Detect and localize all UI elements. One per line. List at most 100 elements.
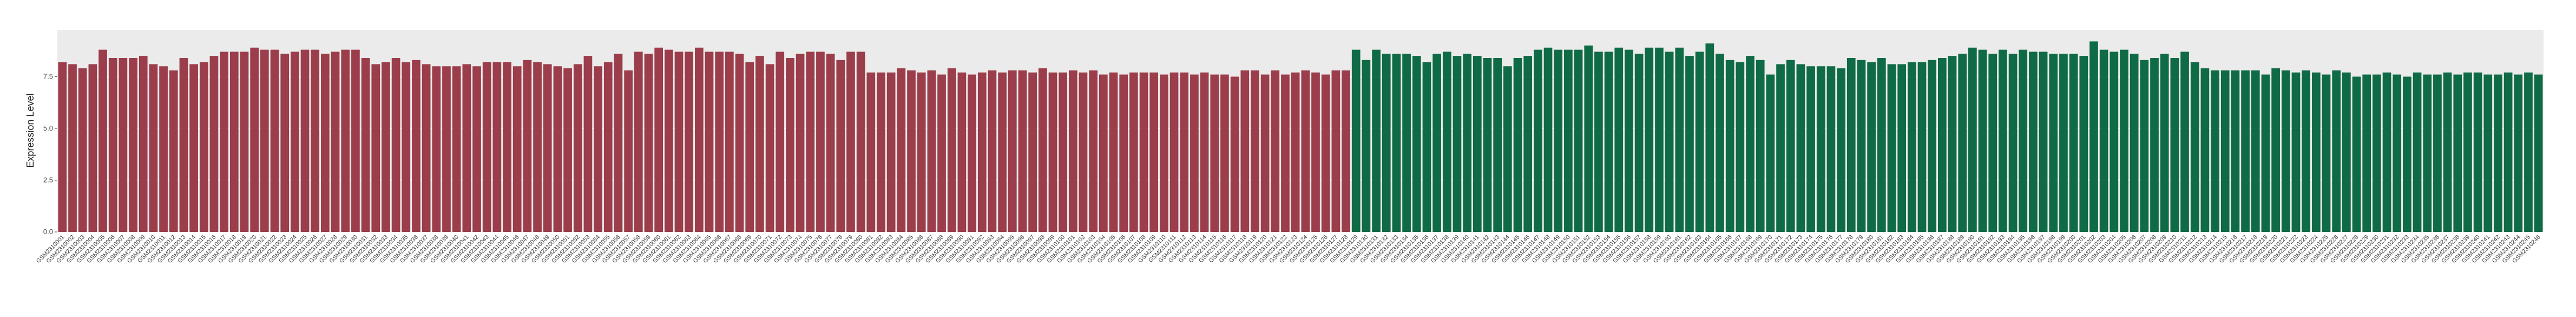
bar: [998, 72, 1007, 232]
bar: [1372, 49, 1381, 232]
bar: [1048, 72, 1057, 232]
bar: [2251, 70, 2260, 232]
bar: [2322, 74, 2331, 232]
bar: [1625, 49, 1633, 232]
bar: [2514, 74, 2523, 232]
bar: [603, 62, 613, 232]
bar: [2099, 49, 2108, 232]
bar: [1281, 74, 1290, 232]
bar: [119, 57, 128, 232]
bar: [2220, 70, 2230, 232]
bar: [1059, 72, 1067, 232]
bar: [1251, 70, 1259, 232]
bar: [149, 64, 158, 232]
bar: [2342, 72, 2351, 232]
bar: [512, 66, 522, 232]
bar: [725, 51, 734, 232]
bar: [1554, 49, 1563, 232]
bar: [2473, 72, 2482, 232]
y-tick-label: 7.5: [43, 72, 53, 80]
bar: [917, 72, 926, 232]
bar: [2130, 54, 2139, 232]
bar: [1453, 56, 1462, 232]
bar: [482, 62, 491, 232]
bar: [796, 54, 805, 232]
bar: [1665, 51, 1674, 232]
bar: [2413, 72, 2422, 232]
bar: [1968, 47, 1977, 232]
bar: [786, 57, 794, 232]
bar: [1149, 72, 1159, 232]
bar: [2140, 60, 2149, 232]
bar: [664, 49, 673, 232]
bar: [1160, 74, 1168, 232]
bar: [2352, 76, 2361, 232]
bar: [260, 49, 269, 232]
bar: [220, 51, 228, 232]
bar: [1260, 74, 1270, 232]
bar: [1948, 56, 1957, 232]
bar: [2332, 70, 2341, 232]
bar: [291, 51, 299, 232]
bar: [1321, 74, 1330, 232]
bar: [452, 66, 461, 232]
bar: [947, 68, 956, 232]
bar: [1877, 57, 1886, 232]
bar: [1432, 54, 1441, 232]
bar: [2160, 54, 2169, 232]
bar: [1725, 60, 1734, 232]
bar: [674, 51, 684, 232]
bar: [1867, 62, 1876, 232]
bar: [2120, 49, 2128, 232]
bar: [2534, 74, 2543, 232]
bar: [169, 70, 178, 232]
bar: [2373, 74, 2381, 232]
bar: [88, 64, 97, 232]
bar: [1200, 72, 1209, 232]
bar: [1442, 51, 1451, 232]
bar: [391, 57, 400, 232]
bar: [2453, 74, 2462, 232]
bar: [1928, 60, 1937, 232]
bar: [1574, 49, 1583, 232]
bar: [382, 62, 390, 232]
bar: [1382, 54, 1391, 232]
bar: [897, 68, 906, 232]
bar: [877, 72, 885, 232]
bar: [2393, 74, 2402, 232]
bar: [1614, 47, 1624, 232]
bar: [1675, 47, 1684, 232]
bar: [432, 66, 441, 232]
bar: [331, 51, 340, 232]
bar: [2170, 57, 2179, 232]
bar: [715, 51, 724, 232]
bar: [412, 60, 420, 232]
bar: [1564, 49, 1573, 232]
bar: [2180, 51, 2189, 232]
bar: [1837, 68, 1845, 232]
bar: [2150, 57, 2159, 232]
bar: [98, 49, 107, 232]
bar: [543, 64, 552, 232]
bar: [1816, 66, 1825, 232]
bar: [1068, 70, 1077, 232]
bar: [1655, 47, 1664, 232]
bar: [2483, 74, 2493, 232]
bar: [1736, 62, 1745, 232]
bar: [1230, 76, 1239, 232]
bar: [1786, 60, 1795, 232]
bar: [1351, 49, 1361, 232]
bar: [695, 47, 704, 232]
bar: [553, 66, 562, 232]
bar: [2261, 74, 2270, 232]
bar: [816, 51, 825, 232]
bar: [78, 68, 87, 232]
bar: [1756, 60, 1765, 232]
bar: [189, 64, 198, 232]
bar: [2089, 41, 2098, 232]
bar: [179, 57, 188, 232]
bar: [776, 51, 785, 232]
bar: [503, 62, 511, 232]
bar: [1119, 74, 1128, 232]
bar: [2049, 54, 2058, 232]
